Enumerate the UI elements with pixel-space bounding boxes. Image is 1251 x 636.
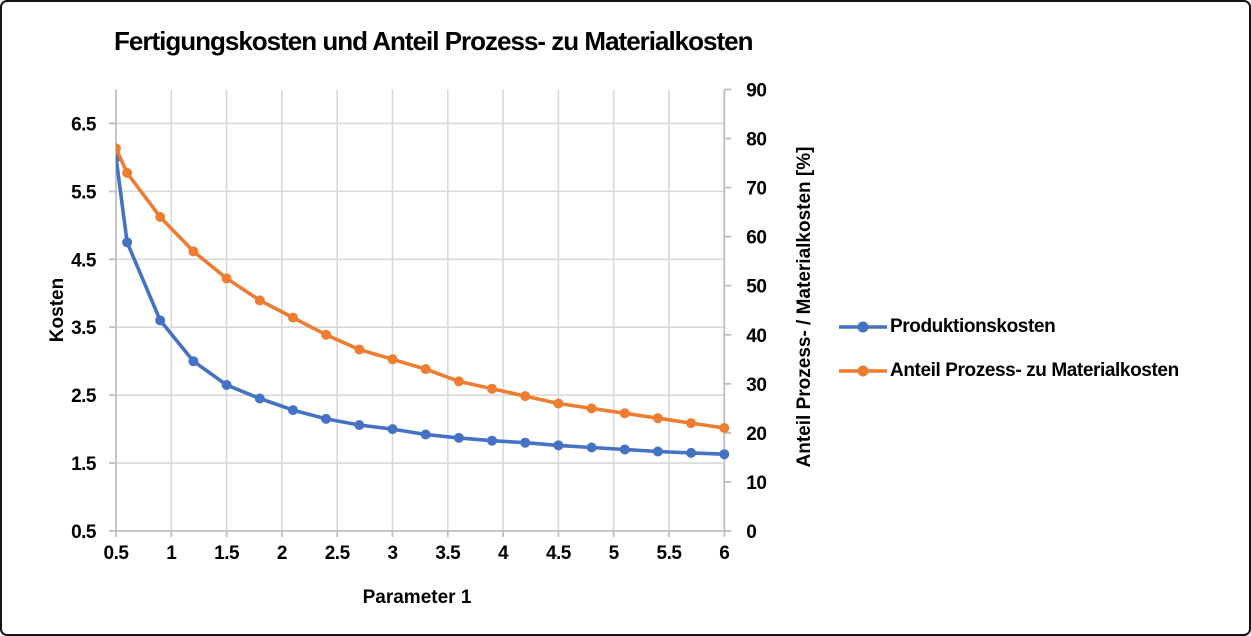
x-axis-tick-label: 5.5 (657, 543, 683, 564)
series-marker-anteil-prozess-zu-materialkosten (254, 295, 265, 306)
x-axis-tick-label: 2 (277, 543, 287, 564)
series-marker-produktionskosten (221, 380, 232, 390)
x-axis-tick-label: 3 (387, 543, 397, 564)
series-marker-produktionskosten (553, 440, 564, 451)
series-marker-anteil-prozess-zu-materialkosten (686, 418, 697, 429)
series-marker-produktionskosten (719, 449, 730, 460)
left-axis-tick-label: 0.5 (71, 522, 97, 543)
series-marker-anteil-prozess-zu-materialkosten (288, 312, 298, 323)
x-axis-tick-label: 5 (609, 543, 620, 564)
series-marker-produktionskosten (155, 315, 166, 326)
right-axis-tick-label: 30 (746, 375, 766, 396)
series-marker-produktionskosten (288, 405, 298, 416)
series-marker-produktionskosten (188, 356, 199, 367)
series-marker-anteil-prozess-zu-materialkosten (652, 413, 663, 424)
legend-line-marker-icon (839, 321, 887, 333)
right-axis-tick-label: 40 (746, 326, 766, 347)
x-axis-tick-label: 4 (498, 543, 509, 564)
series-marker-produktionskosten (652, 446, 663, 457)
series-marker-produktionskosten (487, 435, 497, 446)
legend: Produktionskosten Anteil Prozess- zu Mat… (838, 309, 1179, 397)
series-marker-anteil-prozess-zu-materialkosten (188, 246, 199, 257)
right-axis-tick-label: 50 (746, 277, 766, 298)
series-marker-produktionskosten (453, 432, 464, 443)
series-line-produktionskosten (116, 155, 727, 457)
series-marker-anteil-prozess-zu-materialkosten (487, 383, 497, 394)
series-marker-anteil-prozess-zu-materialkosten (420, 364, 431, 375)
legend-item-produktionskosten: Produktionskosten (838, 309, 1179, 345)
series-marker-anteil-prozess-zu-materialkosten (116, 143, 121, 154)
x-axis-title: Parameter 1 (362, 587, 472, 608)
series-marker-anteil-prozess-zu-materialkosten (586, 403, 597, 414)
series-marker-produktionskosten (420, 429, 431, 440)
series-marker-produktionskosten (122, 237, 133, 248)
chart-title: Fertigungskosten und Anteil Prozess- zu … (114, 26, 753, 56)
series-marker-anteil-prozess-zu-materialkosten (354, 344, 365, 355)
left-axis-tick-label: 2.5 (71, 386, 97, 407)
series-marker-produktionskosten (354, 420, 365, 430)
right-axis-tick-label: 60 (746, 228, 766, 249)
right-axis-tick-label: 0 (746, 522, 756, 543)
legend-line-marker-icon (839, 365, 887, 377)
right-axis-tick-label: 20 (746, 424, 766, 445)
series-marker-anteil-prozess-zu-materialkosten (719, 423, 730, 433)
x-axis-tick-label: 6 (719, 543, 729, 564)
series-marker-anteil-prozess-zu-materialkosten (321, 329, 332, 340)
series-marker-anteil-prozess-zu-materialkosten (155, 212, 166, 222)
x-axis-tick-label: 4.5 (546, 543, 572, 564)
left-axis-tick-label: 6.5 (71, 114, 97, 135)
series-marker-anteil-prozess-zu-materialkosten (221, 273, 232, 284)
series-marker-anteil-prozess-zu-materialkosten (387, 354, 398, 365)
series-marker-produktionskosten (254, 393, 265, 404)
series-marker-produktionskosten (520, 437, 531, 448)
series-line-anteil-prozess-zu-materialkosten (116, 146, 727, 430)
x-axis-tick-label: 1 (166, 543, 177, 564)
right-axis-title: Anteil Prozess- / Materialkosten [%] (794, 146, 815, 468)
series-marker-anteil-prozess-zu-materialkosten (122, 167, 133, 178)
series-marker-anteil-prozess-zu-materialkosten (619, 408, 630, 419)
left-axis-tick-label: 3.5 (71, 318, 97, 339)
series-marker-produktionskosten (686, 447, 697, 458)
right-axis-tick-label: 70 (746, 179, 766, 200)
legend-label-anteil-prozess-zu-materialkosten: Anteil Prozess- zu Materialkosten (890, 360, 1179, 381)
x-axis-tick-label: 1.5 (214, 543, 240, 564)
series-marker-anteil-prozess-zu-materialkosten (520, 391, 531, 402)
legend-label-produktionskosten: Produktionskosten (890, 316, 1056, 337)
x-axis-tick-label: 0.5 (104, 543, 130, 564)
legend-item-anteil-prozess-zu-materialkosten: Anteil Prozess- zu Materialkosten (838, 353, 1179, 389)
right-axis-tick-label: 90 (746, 81, 766, 102)
series-marker-produktionskosten (619, 444, 630, 455)
left-axis-tick-label: 5.5 (71, 182, 97, 203)
right-axis-tick-label: 80 (746, 130, 766, 151)
series-marker-produktionskosten (387, 424, 398, 435)
left-axis-title: Kosten (47, 277, 68, 343)
right-axis-tick-label: 10 (746, 473, 766, 494)
series-marker-anteil-prozess-zu-materialkosten (553, 398, 564, 409)
left-axis-tick-label: 4.5 (71, 250, 97, 271)
x-axis-tick-label: 2.5 (325, 543, 351, 564)
x-axis-tick-label: 3.5 (435, 543, 461, 564)
series-marker-anteil-prozess-zu-materialkosten (453, 376, 464, 387)
series-marker-produktionskosten (321, 413, 332, 424)
series-marker-produktionskosten (586, 442, 597, 453)
left-axis-tick-label: 1.5 (71, 454, 97, 475)
